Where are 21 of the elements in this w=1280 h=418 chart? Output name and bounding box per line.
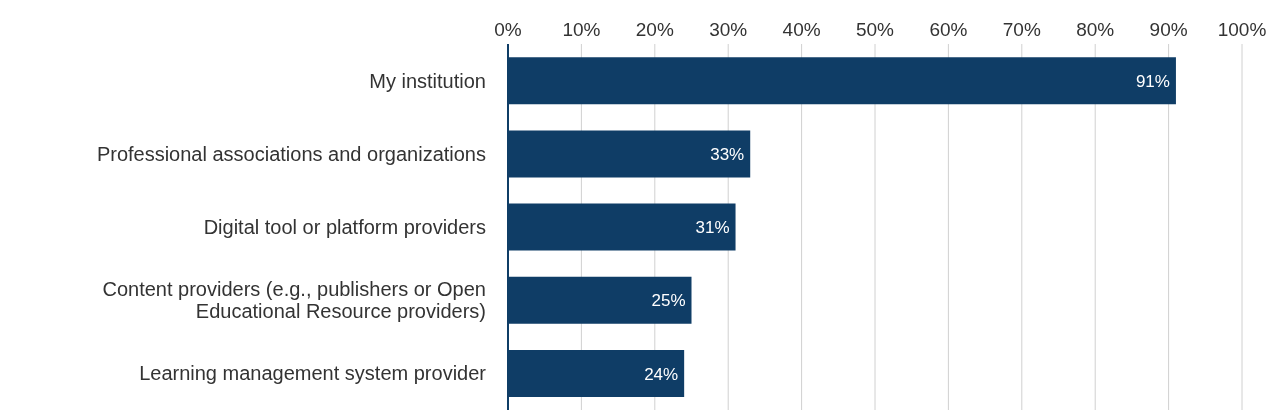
data-label: 25% xyxy=(651,291,686,311)
x-tick-label: 0% xyxy=(494,19,522,40)
data-label: 33% xyxy=(710,144,745,164)
x-tick-label: 30% xyxy=(709,19,748,40)
data-label: 31% xyxy=(695,218,730,238)
data-label: 91% xyxy=(1135,71,1170,91)
x-tick-label: 10% xyxy=(562,19,601,40)
x-tick-label: 70% xyxy=(1002,19,1041,40)
y-tick-label: Content providers (e.g., publishers or Open Educational Resource providers) xyxy=(102,278,486,323)
x-tick-label: 40% xyxy=(782,19,821,40)
y-tick-label: Professional associations and organizations xyxy=(96,142,486,165)
x-tick-label: 100% xyxy=(1217,19,1267,40)
x-tick-label: 20% xyxy=(635,19,674,40)
data-label: 24% xyxy=(644,364,679,384)
x-tick-label: 80% xyxy=(1076,19,1115,40)
x-tick-label: 50% xyxy=(855,19,895,40)
y-tick-label: Digital tool or platform providers xyxy=(203,216,486,238)
y-tick-label: Learning management system provider xyxy=(139,362,487,385)
y-tick-label: My institution xyxy=(369,69,486,92)
x-tick-label: 90% xyxy=(1149,19,1188,40)
x-tick-label: 60% xyxy=(929,19,968,40)
